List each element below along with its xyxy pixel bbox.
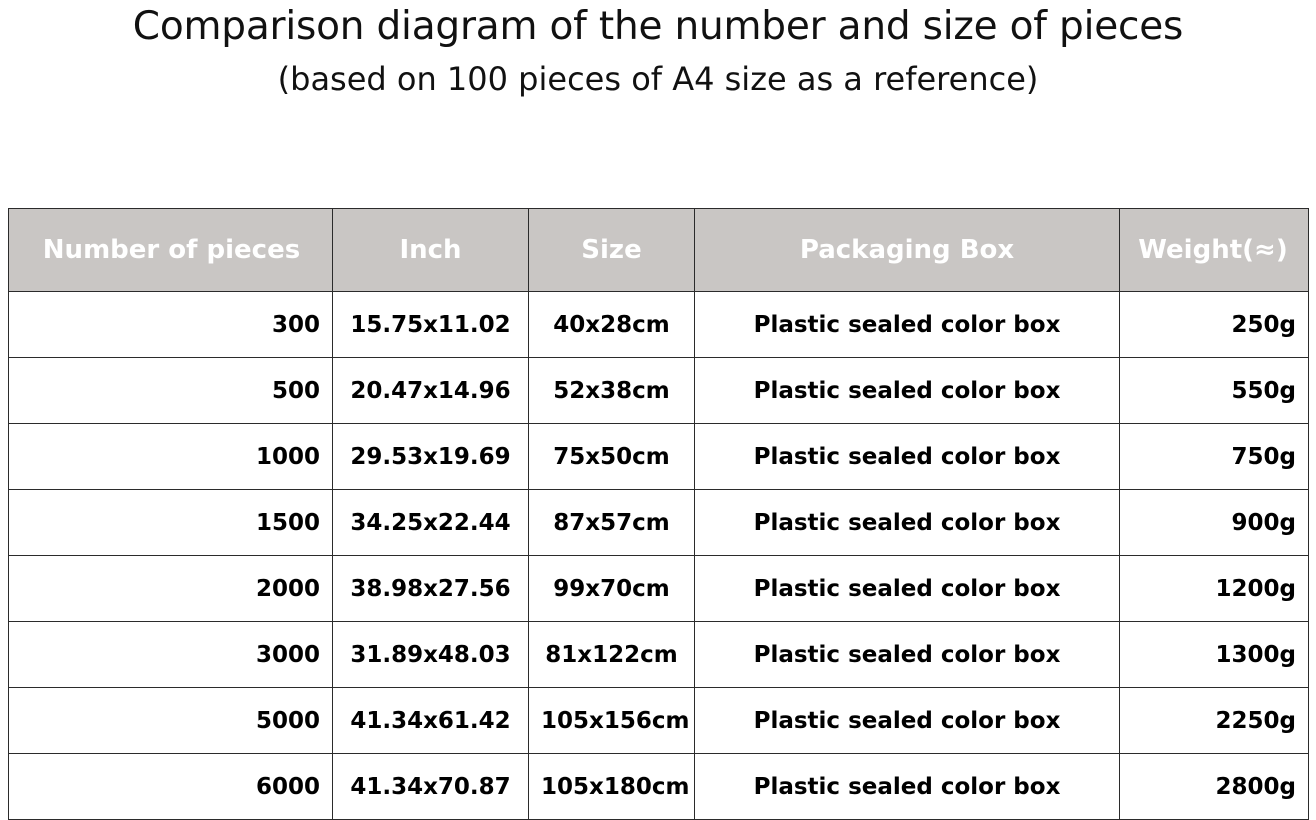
table-row: 1000 29.53x19.69 75x50cm Plastic sealed … <box>8 423 1309 490</box>
cell-inch: 41.34x70.87 <box>332 753 529 820</box>
cell-weight: 900g <box>1119 489 1309 556</box>
cell-pieces: 6000 <box>8 753 333 820</box>
table-header-row: Number of pieces Inch Size Packaging Box… <box>8 208 1309 292</box>
cell-pieces: 3000 <box>8 621 333 688</box>
cell-pieces: 1000 <box>8 423 333 490</box>
cell-pieces: 5000 <box>8 687 333 754</box>
column-header-packaging-box: Packaging Box <box>694 208 1120 292</box>
cell-weight: 2250g <box>1119 687 1309 754</box>
column-header-weight: Weight(≈) <box>1119 208 1309 292</box>
spec-table-wrap: Number of pieces Inch Size Packaging Box… <box>8 208 1309 820</box>
cell-inch: 29.53x19.69 <box>332 423 529 490</box>
cell-packaging-box: Plastic sealed color box <box>694 687 1120 754</box>
cell-size: 81x122cm <box>528 621 695 688</box>
table-row: 5000 41.34x61.42 105x156cm Plastic seale… <box>8 687 1309 754</box>
column-header-inch: Inch <box>332 208 529 292</box>
cell-inch: 41.34x61.42 <box>332 687 529 754</box>
table-row: 2000 38.98x27.56 99x70cm Plastic sealed … <box>8 555 1309 622</box>
cell-size: 52x38cm <box>528 357 695 424</box>
cell-packaging-box: Plastic sealed color box <box>694 489 1120 556</box>
table-row: 3000 31.89x48.03 81x122cm Plastic sealed… <box>8 621 1309 688</box>
table-row: 6000 41.34x70.87 105x180cm Plastic seale… <box>8 753 1309 820</box>
cell-size: 75x50cm <box>528 423 695 490</box>
column-header-size: Size <box>528 208 695 292</box>
cell-inch: 38.98x27.56 <box>332 555 529 622</box>
cell-weight: 1300g <box>1119 621 1309 688</box>
table-row: 300 15.75x11.02 40x28cm Plastic sealed c… <box>8 291 1309 358</box>
cell-weight: 250g <box>1119 291 1309 358</box>
cell-pieces: 300 <box>8 291 333 358</box>
table-row: 1500 34.25x22.44 87x57cm Plastic sealed … <box>8 489 1309 556</box>
title-block: Comparison diagram of the number and siz… <box>0 0 1316 98</box>
cell-size: 87x57cm <box>528 489 695 556</box>
cell-packaging-box: Plastic sealed color box <box>694 291 1120 358</box>
page-subtitle: (based on 100 pieces of A4 size as a ref… <box>277 60 1039 99</box>
cell-pieces: 500 <box>8 357 333 424</box>
cell-weight: 2800g <box>1119 753 1309 820</box>
table-body: 300 15.75x11.02 40x28cm Plastic sealed c… <box>8 291 1309 820</box>
cell-size: 99x70cm <box>528 555 695 622</box>
cell-weight: 550g <box>1119 357 1309 424</box>
cell-size: 105x156cm <box>528 687 695 754</box>
cell-packaging-box: Plastic sealed color box <box>694 555 1120 622</box>
cell-packaging-box: Plastic sealed color box <box>694 753 1120 820</box>
cell-packaging-box: Plastic sealed color box <box>694 357 1120 424</box>
cell-inch: 31.89x48.03 <box>332 621 529 688</box>
cell-packaging-box: Plastic sealed color box <box>694 621 1120 688</box>
cell-inch: 15.75x11.02 <box>332 291 529 358</box>
cell-pieces: 1500 <box>8 489 333 556</box>
cell-size: 105x180cm <box>528 753 695 820</box>
cell-inch: 20.47x14.96 <box>332 357 529 424</box>
table-row: 500 20.47x14.96 52x38cm Plastic sealed c… <box>8 357 1309 424</box>
cell-weight: 750g <box>1119 423 1309 490</box>
column-header-pieces: Number of pieces <box>8 208 333 292</box>
cell-size: 40x28cm <box>528 291 695 358</box>
spec-table: Number of pieces Inch Size Packaging Box… <box>8 208 1309 820</box>
table-header: Number of pieces Inch Size Packaging Box… <box>8 208 1309 292</box>
cell-inch: 34.25x22.44 <box>332 489 529 556</box>
page-title: Comparison diagram of the number and siz… <box>132 4 1184 49</box>
cell-pieces: 2000 <box>8 555 333 622</box>
cell-weight: 1200g <box>1119 555 1309 622</box>
cell-packaging-box: Plastic sealed color box <box>694 423 1120 490</box>
